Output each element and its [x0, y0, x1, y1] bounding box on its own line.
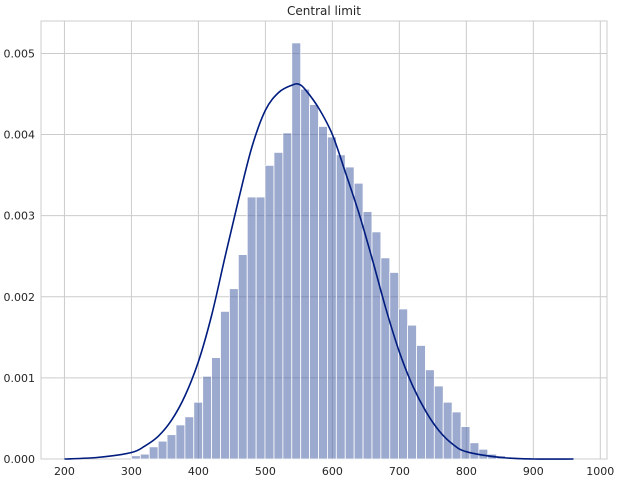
x-axis-ticks: 200 300 400 500 600 700 800 900 1000 [54, 465, 614, 478]
y-axis-ticks: 0.000 0.001 0.002 0.003 0.004 0.005 [4, 47, 36, 466]
histogram-bar [237, 254, 248, 460]
kde-curve [64, 83, 574, 460]
histogram-bars [131, 42, 515, 460]
histogram-bar [433, 385, 444, 460]
histogram-bar [300, 88, 310, 460]
histogram-bar [273, 151, 284, 460]
histogram-bar [398, 308, 408, 460]
histogram-bar [148, 446, 159, 460]
histogram-bar [469, 442, 480, 460]
y-tick-label: 0.005 [4, 47, 36, 60]
x-tick-label: 600 [322, 465, 343, 478]
histogram-bar [211, 357, 221, 460]
x-tick-label: 900 [523, 465, 544, 478]
histogram-bar [389, 272, 400, 460]
histogram-bar [220, 310, 230, 460]
histogram-bar [460, 426, 471, 460]
histogram-bar [318, 126, 328, 460]
histogram-bar [202, 375, 213, 460]
histogram-bar [291, 42, 302, 460]
x-tick-label: 400 [188, 465, 209, 478]
histogram-bar [131, 455, 141, 460]
histogram-bar [264, 164, 275, 460]
x-tick-label: 300 [121, 465, 142, 478]
histogram-bar [442, 401, 453, 460]
histogram-bar [184, 416, 195, 460]
histogram-bar [309, 104, 319, 460]
y-tick-label: 0.004 [4, 129, 36, 142]
chart-title: Central limit [287, 4, 361, 18]
y-tick-label: 0.000 [4, 453, 36, 466]
x-tick-label: 1000 [586, 465, 614, 478]
histogram-bar [327, 136, 337, 460]
x-tick-label: 200 [54, 465, 75, 478]
y-tick-label: 0.001 [4, 372, 36, 385]
histogram-bar [344, 166, 355, 460]
histogram-bar [246, 196, 257, 460]
histogram-bar [255, 196, 266, 460]
histogram-bar [380, 257, 391, 460]
histogram-bar [371, 231, 382, 460]
histogram-bar [175, 424, 186, 460]
x-tick-label: 800 [456, 465, 477, 478]
histogram-bar [166, 434, 177, 460]
x-tick-label: 700 [389, 465, 410, 478]
histogram-bar [362, 211, 373, 460]
histogram-bar [451, 411, 462, 460]
histogram-bar [229, 288, 239, 460]
histogram-bar [335, 154, 346, 460]
histogram-bar [193, 401, 204, 460]
histogram-bar [139, 453, 150, 460]
y-tick-label: 0.003 [4, 210, 36, 223]
histogram-bar [282, 132, 293, 460]
x-tick-label: 500 [255, 465, 276, 478]
histogram-bar [157, 440, 168, 460]
y-tick-label: 0.002 [4, 291, 36, 304]
